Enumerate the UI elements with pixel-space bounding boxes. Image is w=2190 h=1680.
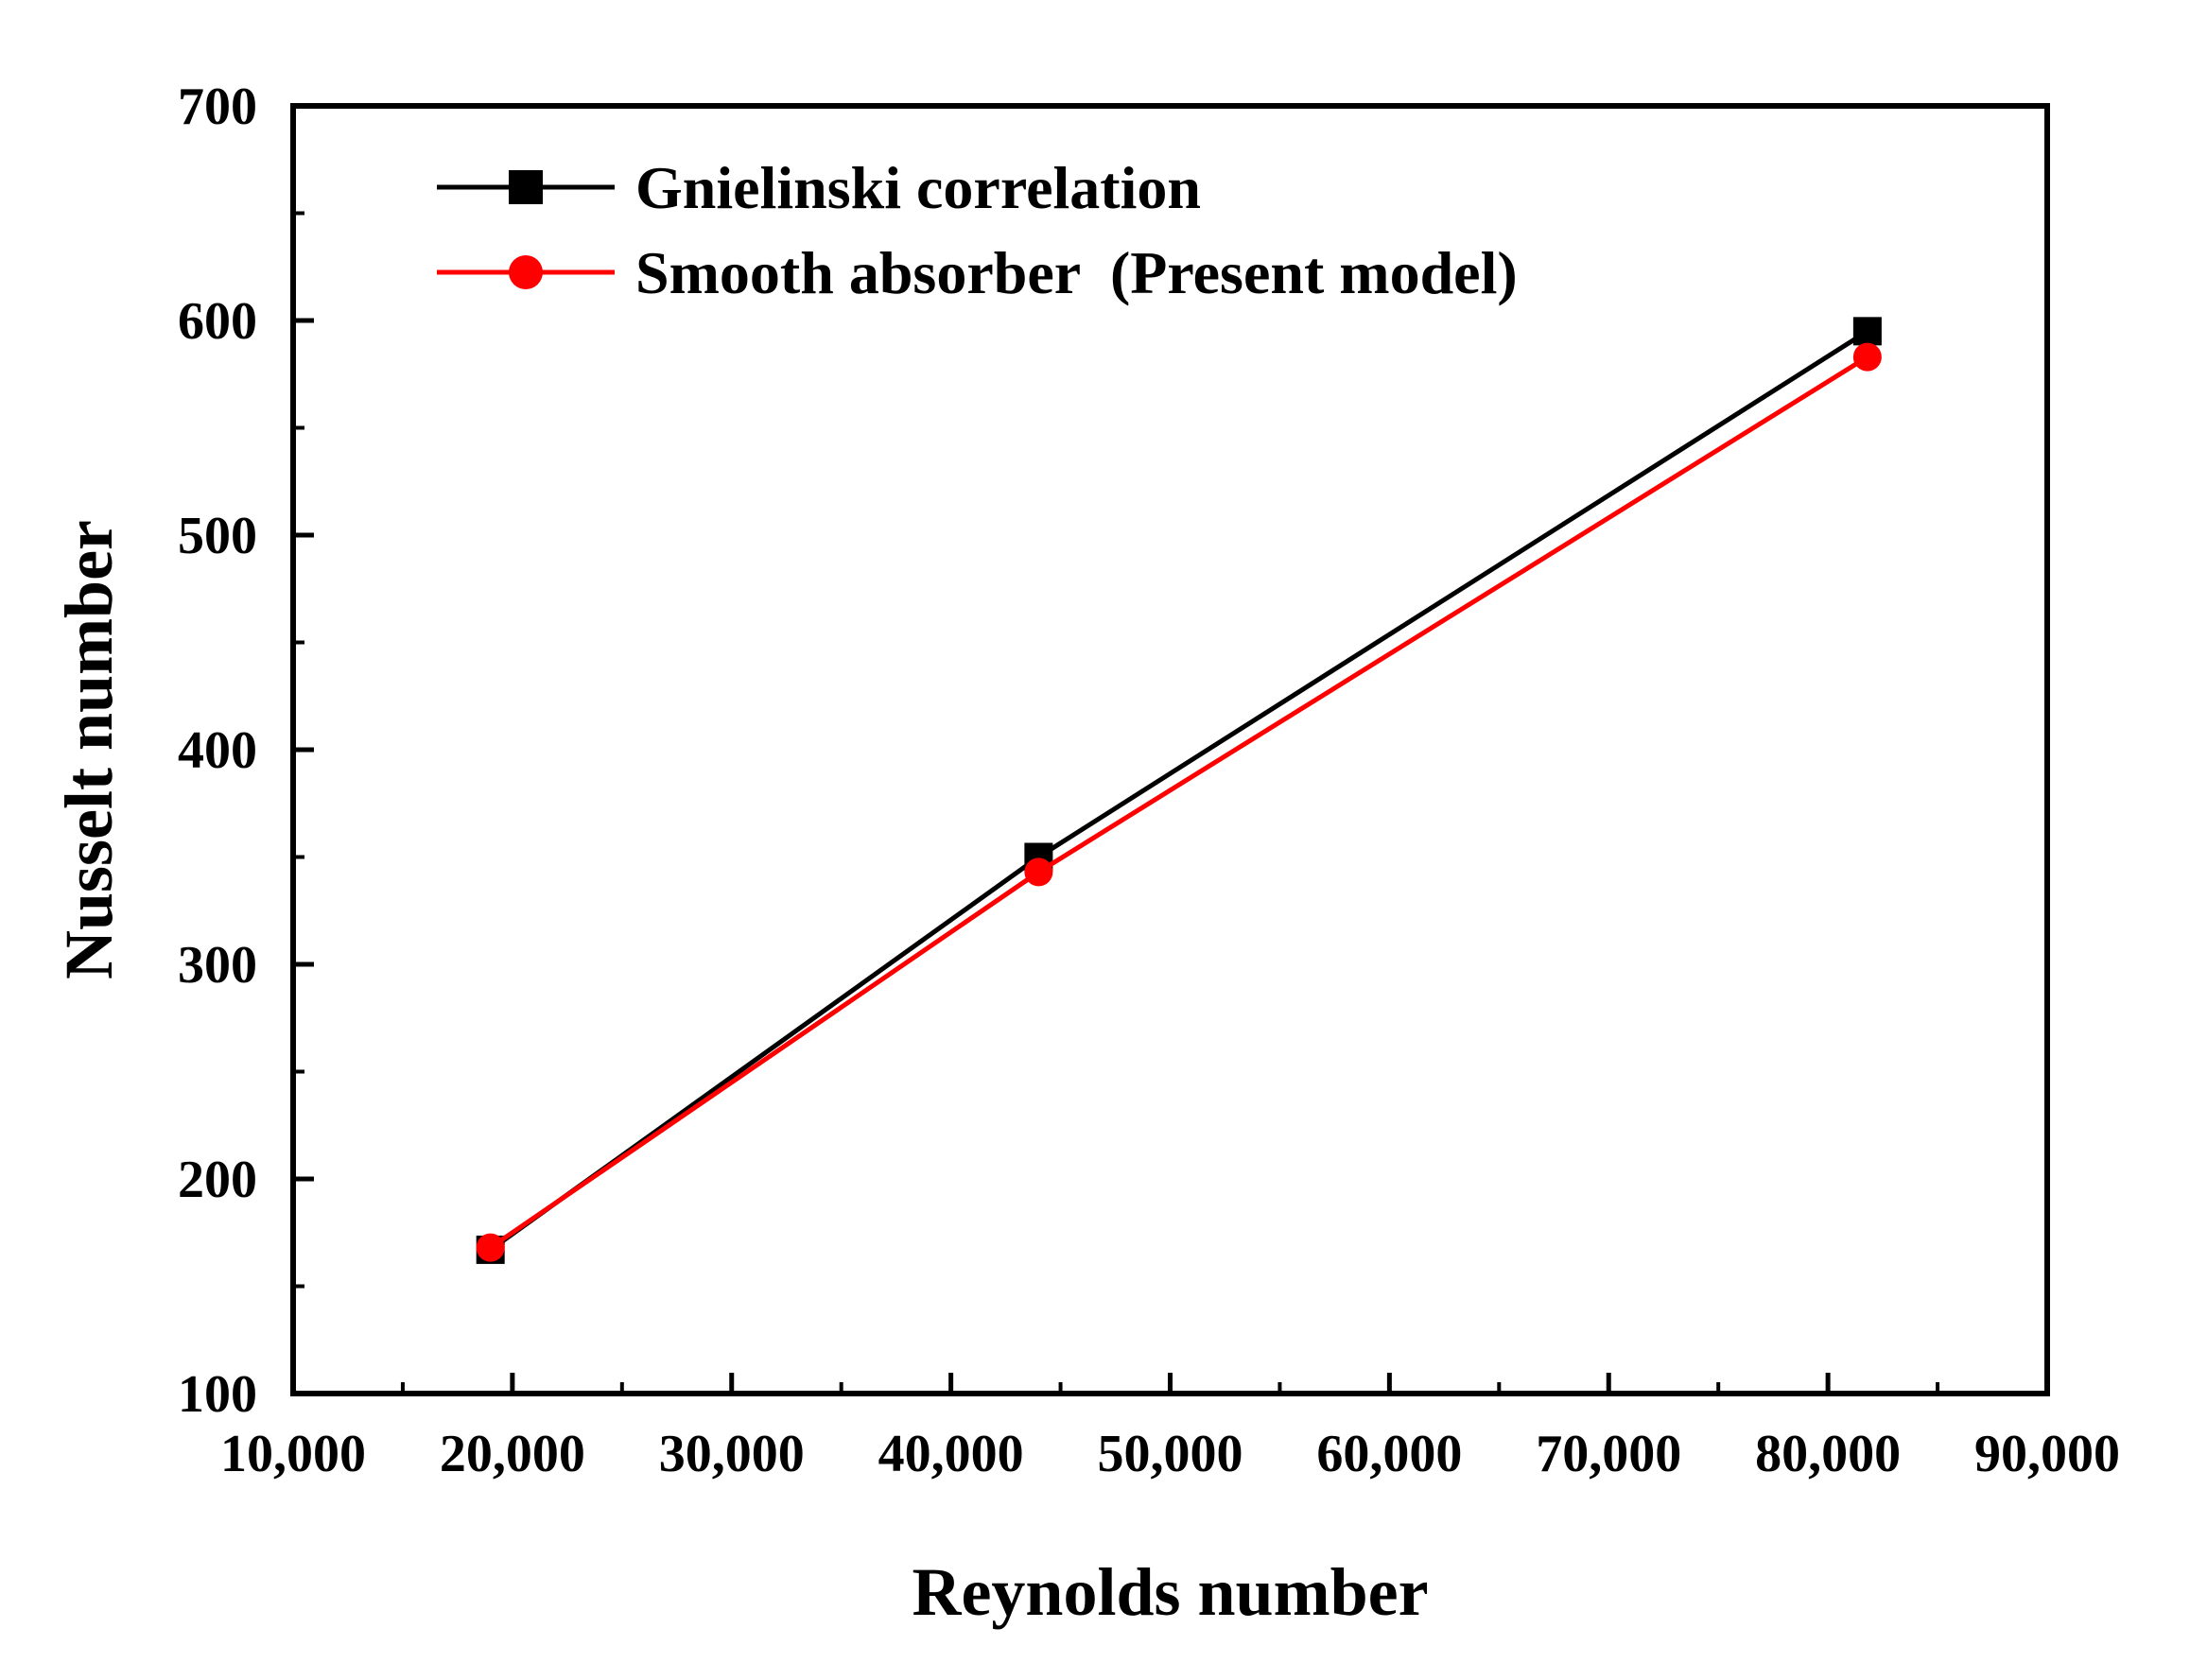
x-tick-label: 40,000 <box>878 1425 1024 1483</box>
legend: Gnielinski correlation Smooth absorber (P… <box>437 154 1518 306</box>
y-tick-label: 600 <box>178 292 257 351</box>
x-tick-label: 90,000 <box>1974 1425 2120 1483</box>
data-point <box>1024 857 1053 887</box>
series-layer <box>476 317 1882 1264</box>
data-point <box>476 1233 505 1262</box>
legend-marker <box>509 170 543 204</box>
y-axis-title: Nusselt number <box>51 520 127 979</box>
y-tick-label: 400 <box>178 721 257 780</box>
x-axis-title: Reynolds number <box>912 1554 1428 1630</box>
x-tick-label: 60,000 <box>1316 1425 1462 1483</box>
legend-marker <box>509 255 543 289</box>
legend-item: Gnielinski correlation <box>437 154 1201 221</box>
labels-layer: 10,000 20,000 30,000 40,000 50,000 60,000 70,0… <box>178 78 2120 1483</box>
x-tick-label: 20,000 <box>440 1425 585 1483</box>
series-smooth-absorber <box>476 342 1882 1262</box>
y-tick-label: 700 <box>178 78 257 136</box>
y-tick-label: 300 <box>178 936 257 995</box>
legend-item: Smooth absorber (Present model) <box>437 239 1518 306</box>
x-tick-label: 70,000 <box>1536 1425 1681 1483</box>
x-tick-label: 30,000 <box>659 1425 805 1483</box>
legend-label: Gnielinski correlation <box>635 154 1201 221</box>
x-tick-label: 10,000 <box>220 1425 366 1483</box>
data-point <box>1852 317 1882 346</box>
series-line <box>489 355 1869 1250</box>
y-tick-label: 100 <box>178 1365 257 1424</box>
data-point <box>1852 342 1882 372</box>
series-gnielinski <box>476 317 1882 1264</box>
plot-frame <box>290 103 2050 1396</box>
y-tick-label: 500 <box>178 507 257 565</box>
y-tick-label: 200 <box>178 1151 257 1209</box>
x-tick-label: 80,000 <box>1755 1425 1901 1483</box>
legend-label: Smooth absorber (Present model) <box>635 239 1518 306</box>
x-tick-label: 50,000 <box>1098 1425 1243 1483</box>
series-line <box>489 329 1869 1252</box>
